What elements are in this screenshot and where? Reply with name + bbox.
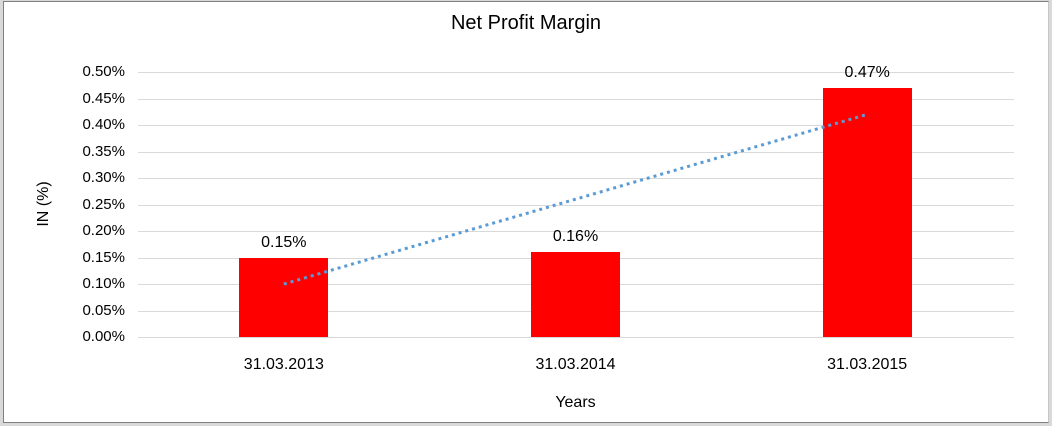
- y-tick-label: 0.25%: [82, 195, 125, 213]
- gridline: [138, 337, 1014, 338]
- y-tick-label: 0.45%: [82, 89, 125, 107]
- bar-value-label: 0.16%: [552, 228, 599, 246]
- y-tick-label: 0.15%: [82, 248, 125, 266]
- y-tick-label: 0.10%: [82, 275, 125, 292]
- y-tick-label: 0.30%: [82, 169, 125, 186]
- y-tick-label: 0.20%: [82, 222, 125, 239]
- y-tick-label: 0.40%: [82, 116, 125, 133]
- x-axis-title: Years: [555, 394, 596, 411]
- bar: [822, 87, 912, 337]
- y-tick-label: 0.05%: [82, 301, 125, 319]
- bar: [531, 252, 620, 337]
- chart-title: Net Profit Margin: [450, 12, 602, 34]
- y-tick-label: 0.50%: [82, 63, 125, 80]
- y-tick-label: 0.35%: [82, 142, 125, 160]
- x-tick-label: 31.03.2015: [827, 356, 908, 373]
- x-tick-label: 31.03.2013: [243, 356, 324, 373]
- gridline: [138, 72, 1014, 73]
- x-tick-label: 31.03.2014: [535, 356, 616, 373]
- gridline: [138, 98, 1014, 100]
- bar-value-label: 0.15%: [261, 233, 307, 251]
- bar: [239, 257, 329, 337]
- bar-value-label: 0.47%: [844, 63, 890, 81]
- y-tick-label: 0.00%: [82, 328, 125, 345]
